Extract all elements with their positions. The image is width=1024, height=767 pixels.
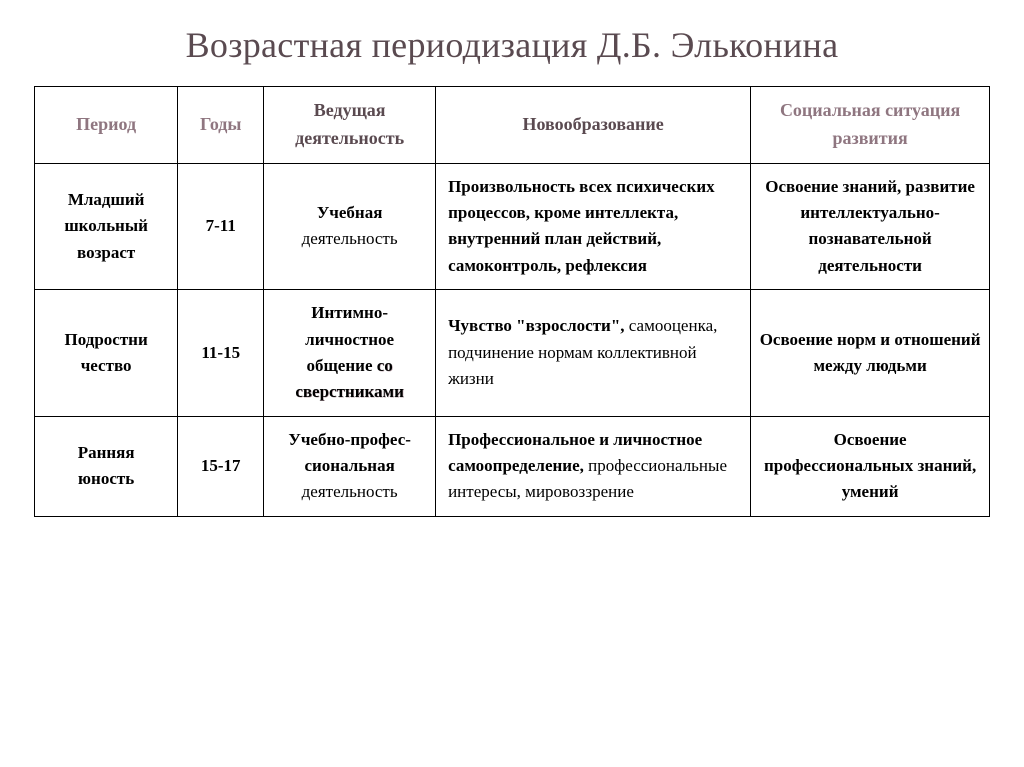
leading-text: деятельность xyxy=(302,229,398,248)
period-text: Подростни xyxy=(64,330,147,349)
table-row: Младший школьный возраст 7-11 Учебная де… xyxy=(35,163,990,289)
slide: Возрастная периодизация Д.Б. Эльконина П… xyxy=(0,0,1024,767)
periodization-table: Период Годы Ведущая деятельность Новообр… xyxy=(34,86,990,517)
cell-leading: Учебная деятельность xyxy=(264,163,436,289)
years-text: 7-11 xyxy=(206,216,236,235)
neoplasm-text: Произвольность всех психических процессо… xyxy=(448,177,715,275)
table-row: Ранняя юность 15-17 Учебно-профес-сионал… xyxy=(35,416,990,516)
leading-text: Учебно-профес-сиональная xyxy=(288,430,411,475)
cell-social: Освоение знаний, развитие интеллектуальн… xyxy=(751,163,990,289)
years-text: 11-15 xyxy=(201,343,240,362)
period-text: Ранняя xyxy=(78,443,135,462)
social-text: Освоение знаний, развитие интеллектуальн… xyxy=(765,177,975,275)
social-text: Освоение норм и отношений между людьми xyxy=(760,330,981,375)
cell-period: Ранняя юность xyxy=(35,416,178,516)
cell-years: 15-17 xyxy=(178,416,264,516)
cell-neoplasm: Произвольность всех психических процессо… xyxy=(436,163,751,289)
slide-title: Возрастная периодизация Д.Б. Эльконина xyxy=(34,24,990,66)
cell-period: Младший школьный возраст xyxy=(35,163,178,289)
cell-years: 11-15 xyxy=(178,290,264,416)
col-period: Период xyxy=(35,87,178,164)
years-text: 15-17 xyxy=(201,456,241,475)
cell-neoplasm: Профессиональное и личностное самоопреде… xyxy=(436,416,751,516)
col-neoplasm: Новообразование xyxy=(436,87,751,164)
col-years: Годы xyxy=(178,87,264,164)
table-header: Период Годы Ведущая деятельность Новообр… xyxy=(35,87,990,164)
period-text: возраст xyxy=(77,243,135,262)
neoplasm-text: Чувство "взрослости", xyxy=(448,316,624,335)
social-text: Освоение профессиональных знаний, умений xyxy=(764,430,976,502)
leading-text: деятельность xyxy=(302,482,398,501)
cell-social: Освоение профессиональных знаний, умений xyxy=(751,416,990,516)
cell-neoplasm: Чувство "взрослости", самооценка, подчин… xyxy=(436,290,751,416)
cell-leading: Интимно-личностное общение со сверстника… xyxy=(264,290,436,416)
col-social: Социальная ситуация развития xyxy=(751,87,990,164)
leading-text: Учебная xyxy=(317,203,383,222)
cell-leading: Учебно-профес-сиональная деятельность xyxy=(264,416,436,516)
period-text: чество xyxy=(81,356,132,375)
col-leading: Ведущая деятельность xyxy=(264,87,436,164)
period-text: юность xyxy=(78,469,134,488)
cell-years: 7-11 xyxy=(178,163,264,289)
period-text: Младший школьный xyxy=(64,190,148,235)
table-row: Подростни чество 11-15 Интимно-личностно… xyxy=(35,290,990,416)
cell-period: Подростни чество xyxy=(35,290,178,416)
cell-social: Освоение норм и отношений между людьми xyxy=(751,290,990,416)
